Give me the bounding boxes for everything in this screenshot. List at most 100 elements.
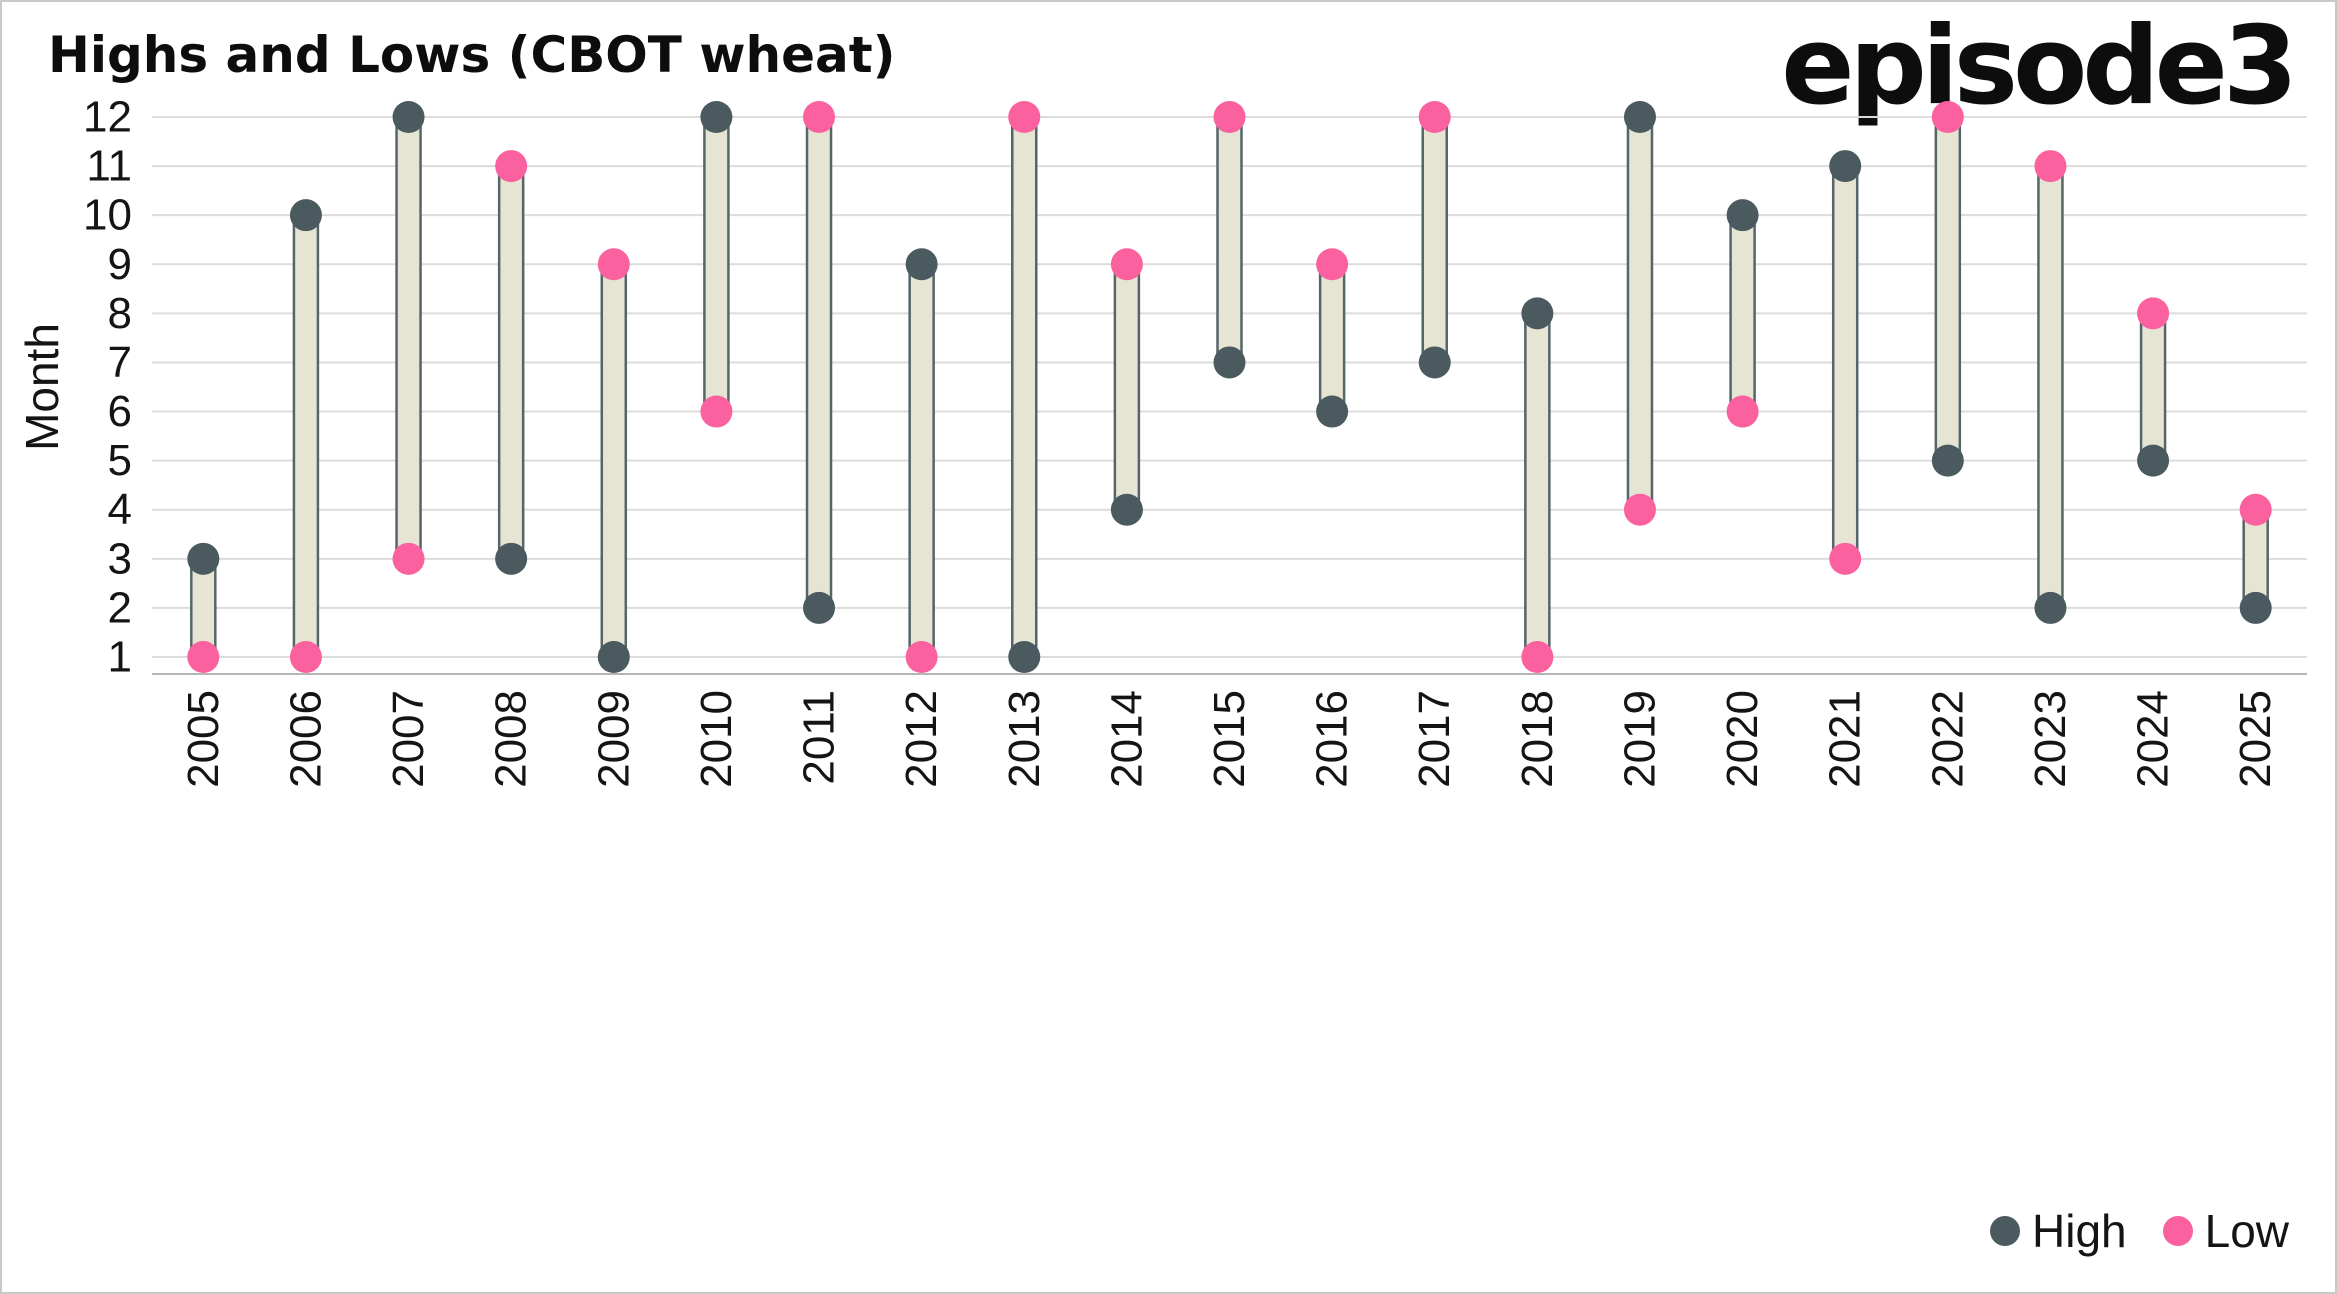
dumbbell-bar — [1729, 213, 1756, 413]
low-dot — [905, 641, 938, 673]
x-tick-label: 2019 — [1615, 690, 1664, 788]
high-dot-icon — [1990, 1216, 2020, 1246]
x-tick-label: 2010 — [692, 690, 741, 788]
high-dot — [495, 542, 528, 575]
dumbbell-bar — [292, 213, 320, 659]
x-tick-label: 2009 — [589, 690, 638, 788]
high-dot — [700, 101, 733, 133]
low-dot — [392, 542, 425, 575]
y-tick-label: 9 — [108, 240, 132, 289]
x-tick-label: 2013 — [1000, 690, 1049, 788]
dumbbell-bar — [908, 263, 935, 659]
high-dot — [1316, 395, 1349, 428]
low-dot — [1829, 542, 1862, 575]
x-tick-label: 2017 — [1410, 690, 1459, 788]
low-dot — [803, 101, 836, 133]
low-dot — [289, 641, 322, 673]
high-dot — [803, 591, 836, 624]
y-tick-label: 11 — [86, 142, 132, 191]
x-tick-label: 2012 — [897, 690, 946, 788]
low-dot — [1110, 248, 1143, 281]
high-dot — [2137, 444, 2170, 477]
dumbbell-bar — [805, 115, 833, 610]
y-tick-label: 2 — [108, 583, 132, 632]
x-tick-label: 2023 — [2026, 690, 2075, 788]
high-dot — [1829, 150, 1862, 183]
episode3-logo: episode3 — [1781, 4, 2298, 129]
low-dot-icon — [2162, 1216, 2193, 1246]
x-tick-label: 2020 — [1718, 690, 1767, 788]
x-tick-label: 2006 — [281, 690, 330, 788]
legend: High Low — [1990, 1204, 2289, 1258]
y-tick-label: 5 — [108, 436, 132, 485]
y-tick-label: 4 — [108, 485, 132, 534]
x-tick-label: 2025 — [2231, 690, 2280, 788]
y-tick-label: 1 — [108, 633, 132, 682]
dumbbell-bar — [1216, 115, 1243, 364]
low-dot — [2034, 150, 2067, 183]
y-tick-label: 6 — [108, 387, 132, 436]
y-tick-label: 8 — [108, 289, 132, 338]
y-tick-label: 3 — [108, 534, 132, 583]
dumbbell-bar — [1626, 115, 1654, 511]
dumbbell-bar — [1113, 263, 1141, 511]
low-dot — [1623, 493, 1656, 526]
dumbbell-bar — [1421, 115, 1448, 364]
dumbbell-bar — [600, 263, 628, 659]
dumbbell-bar — [2139, 312, 2167, 462]
x-tick-label: 2015 — [1205, 690, 1254, 788]
high-dot — [1931, 444, 1964, 477]
low-dot — [495, 150, 528, 183]
chart-title: Highs and Lows (CBOT wheat) — [48, 26, 896, 84]
low-dot — [1008, 101, 1041, 133]
high-dot — [1521, 297, 1554, 330]
dumbbell-bar — [2242, 508, 2269, 610]
high-dot — [1008, 641, 1041, 673]
dumbbell-bar — [395, 115, 422, 561]
x-tick-label: 2011 — [795, 690, 844, 785]
high-dot — [597, 641, 630, 673]
high-dot — [1213, 346, 1246, 379]
legend-item-high: High — [1990, 1204, 2127, 1258]
dumbbell-bar — [1011, 115, 1038, 659]
x-tick-label: 2018 — [1513, 690, 1562, 788]
x-tick-label: 2014 — [1102, 690, 1151, 788]
low-dot — [1418, 101, 1451, 133]
low-dot — [187, 641, 220, 673]
high-dot — [1418, 346, 1451, 379]
y-tick-label: 12 — [83, 93, 132, 142]
x-tick-label: 2021 — [1821, 690, 1870, 788]
dumbbell-bar — [497, 164, 525, 561]
high-dot — [2034, 591, 2067, 624]
high-dot — [1110, 493, 1143, 526]
dumbbell-bar — [1524, 312, 1551, 659]
high-dot — [187, 542, 220, 575]
dumbbell-bar — [703, 115, 730, 413]
x-tick-label: 2016 — [1308, 690, 1357, 788]
low-dot — [2239, 493, 2272, 526]
low-dot — [1213, 101, 1246, 133]
low-dot — [1521, 641, 1554, 673]
low-dot — [1931, 101, 1964, 133]
low-dot — [1316, 248, 1349, 281]
x-tick-label: 2007 — [384, 690, 433, 788]
x-tick-label: 2022 — [1923, 690, 1972, 788]
x-tick-label: 2005 — [179, 690, 228, 788]
dumbbell-bar — [1934, 115, 1962, 462]
low-dot — [1726, 395, 1759, 428]
high-dot — [1726, 199, 1759, 232]
high-dot — [2239, 591, 2272, 624]
x-tick-label: 2024 — [2129, 690, 2178, 788]
legend-item-low: Low — [2162, 1204, 2289, 1258]
y-tick-label: 10 — [83, 191, 132, 240]
legend-label-high: High — [2032, 1205, 2127, 1257]
high-dot — [392, 101, 425, 133]
low-dot — [597, 248, 630, 281]
low-dot — [2137, 297, 2170, 330]
high-dot — [905, 248, 938, 281]
legend-label-low: Low — [2204, 1205, 2289, 1257]
dumbbell-bar — [1318, 263, 1346, 413]
dumbbell-bar — [2037, 164, 2064, 610]
